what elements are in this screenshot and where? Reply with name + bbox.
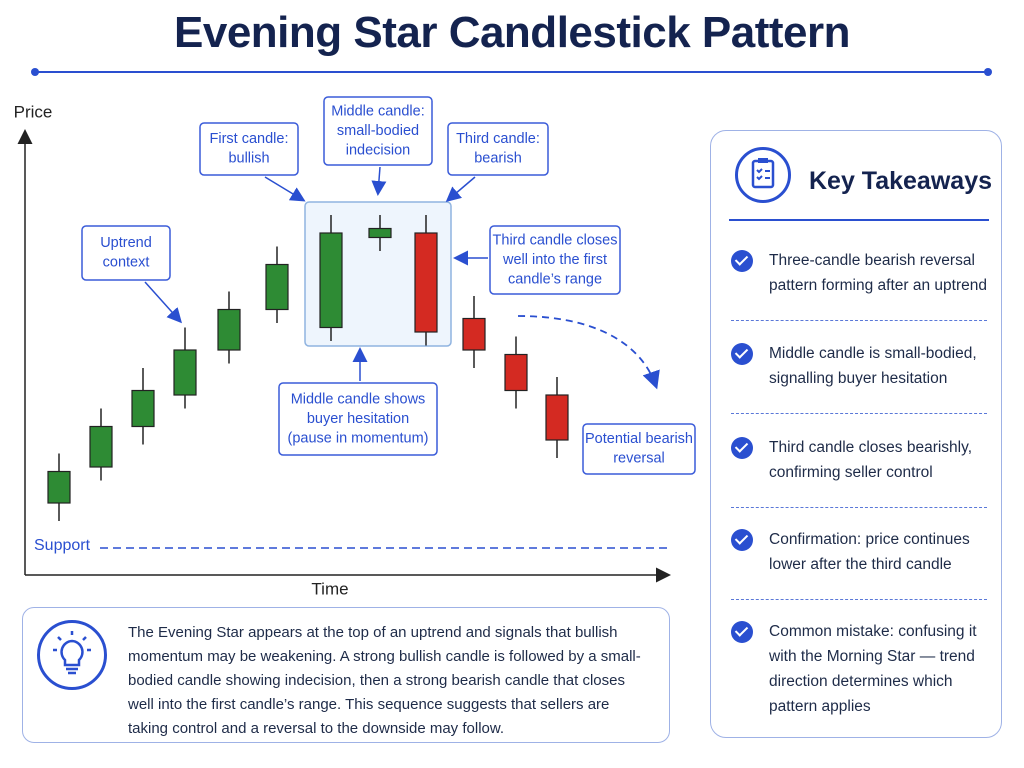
takeaways-panel: Key Takeaways Three-candle bearish rever… — [710, 130, 1002, 738]
annotation-box — [278, 382, 438, 456]
takeaway-text: Third candle closes bearishly, confirmin… — [769, 439, 973, 481]
page-title: Evening Star Candlestick Pattern — [174, 8, 851, 57]
takeaway-text: Middle candle is small-bodied, signallin… — [769, 345, 977, 387]
annotation-text: indecision — [346, 142, 411, 158]
annotation-text: Middle candle: — [331, 103, 425, 119]
candle-body — [173, 349, 197, 396]
candle-body — [414, 232, 438, 333]
clipboard-glyph — [751, 158, 775, 189]
takeaways-rule — [729, 219, 989, 221]
takeaway-separator — [731, 599, 987, 600]
reversal-arrow — [517, 315, 660, 390]
annotation-text: Third candle closes — [493, 232, 618, 248]
takeaway-separator — [731, 320, 987, 321]
candle-body — [47, 470, 71, 504]
annotation-text: bearish — [474, 151, 522, 167]
y-axis-label: Price — [14, 102, 53, 121]
takeaways-title: Key Takeaways — [809, 167, 992, 195]
description-text: The Evening Star appears at the top of a… — [128, 624, 641, 737]
candle-body — [462, 317, 486, 351]
check-icon — [731, 529, 753, 551]
takeaway-text: Confirmation: price continues lower afte… — [769, 531, 970, 573]
lightbulb-icon — [37, 620, 107, 690]
rule-dot — [31, 68, 39, 76]
annotation-box — [582, 423, 696, 475]
check-icon — [731, 621, 753, 643]
takeaway-item: Third candle closes bearishly, confirmin… — [731, 435, 991, 525]
annotation-text: buyer hesitation — [307, 411, 409, 427]
takeaway-item: Common mistake: confusing it with the Mo… — [731, 619, 991, 715]
annotation-box — [199, 122, 299, 176]
takeaway-text: Common mistake: confusing it with the Mo… — [769, 623, 977, 715]
takeaway-separator — [731, 413, 987, 414]
clipboard-icon — [735, 147, 791, 203]
annotation-box — [489, 225, 621, 295]
check-icon — [731, 343, 753, 365]
annotation-text: context — [103, 255, 150, 271]
annotation-text: First candle: — [210, 131, 289, 147]
takeaway-text: Three-candle bearish reversal pattern fo… — [769, 252, 987, 294]
candle-body — [504, 353, 528, 392]
bulb-glyph — [53, 631, 91, 675]
annotation-text: bullish — [228, 151, 269, 167]
annotation-text: small-bodied — [337, 123, 419, 139]
annotation-text: Middle candle shows — [291, 391, 426, 407]
annotation-text: candle’s range — [508, 271, 602, 287]
takeaway-item: Middle candle is small-bodied, signallin… — [731, 341, 991, 431]
annotation-box — [447, 122, 549, 176]
annotation-arrow — [445, 176, 476, 202]
check-icon — [731, 250, 753, 272]
annotation-text: Uptrend — [100, 235, 152, 251]
candle-body — [319, 232, 343, 329]
rule-dot — [984, 68, 992, 76]
annotation-text: Third candle: — [456, 131, 540, 147]
check-icon — [731, 437, 753, 459]
x-axis-label: Time — [311, 579, 348, 598]
annotation-arrow — [371, 166, 387, 196]
candle-body — [545, 394, 569, 441]
annotation-arrow — [144, 281, 183, 324]
annotation-box — [323, 96, 433, 166]
annotation-box — [81, 225, 171, 281]
candle-body — [265, 263, 289, 311]
candle-body — [217, 308, 241, 351]
candle-body — [368, 227, 392, 239]
description-panel: The Evening Star appears at the top of a… — [22, 607, 670, 743]
candle-body — [89, 425, 113, 468]
annotation-text: Potential bearish — [585, 431, 693, 447]
support-label: Support — [34, 537, 91, 554]
takeaway-item: Confirmation: price continues lower afte… — [731, 527, 991, 617]
annotation-arrow — [264, 176, 306, 202]
annotation-text: well into the first — [502, 252, 607, 268]
candle-body — [131, 389, 155, 428]
chart: Price Time Support Uptrend context First ca… — [14, 68, 992, 598]
takeaway-separator — [731, 507, 987, 508]
annotation-text: (pause in momentum) — [287, 430, 428, 446]
annotation-text: reversal — [613, 451, 665, 467]
takeaway-item: Three-candle bearish reversal pattern fo… — [731, 248, 991, 338]
